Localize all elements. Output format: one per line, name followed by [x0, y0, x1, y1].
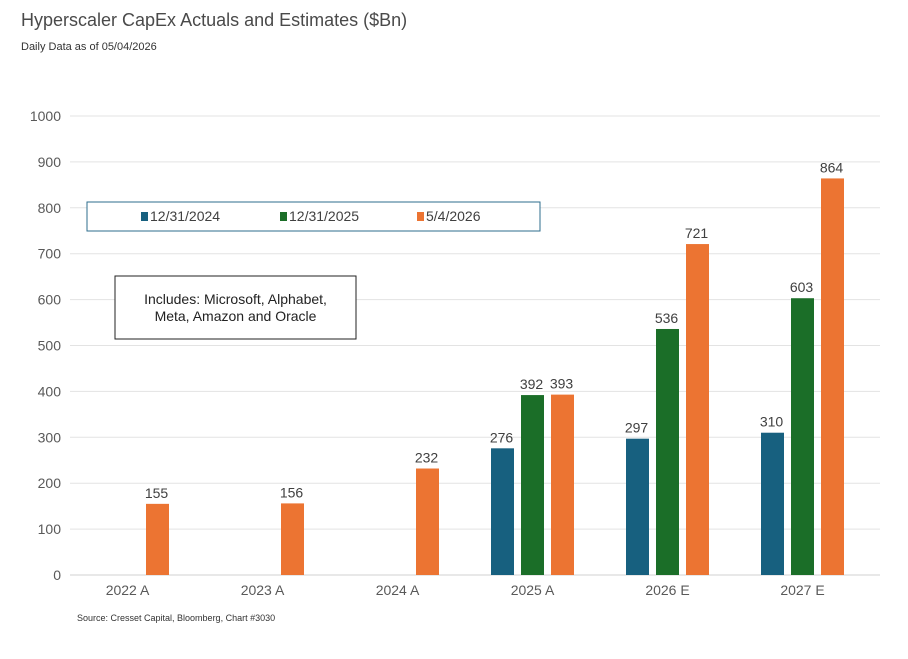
y-tick-label: 300 [38, 429, 62, 445]
bar [761, 432, 784, 575]
y-axis: 0 100 200 300 400 500 600 700 800 900 1000 [30, 108, 61, 583]
data-label: 232 [415, 450, 439, 466]
note-box: Includes: Microsoft, Alphabet, Meta, Ama… [114, 275, 357, 340]
source-note: Source: Cresset Capital, Bloomberg, Char… [77, 613, 276, 623]
bar [551, 394, 574, 575]
legend-swatch [417, 212, 424, 221]
data-label: 603 [790, 279, 814, 295]
x-tick-label: 2025 A [511, 582, 555, 598]
x-tick-label: 2024 A [376, 582, 420, 598]
chart-title: Hyperscaler CapEx Actuals and Estimates … [21, 10, 408, 30]
data-label: 536 [655, 310, 679, 326]
bar [491, 448, 514, 575]
y-tick-label: 600 [38, 292, 62, 308]
data-label: 297 [625, 420, 649, 436]
x-tick-label: 2022 A [106, 582, 150, 598]
y-tick-label: 800 [38, 200, 62, 216]
data-label: 156 [280, 484, 304, 500]
data-label: 155 [145, 485, 169, 501]
data-label: 392 [520, 376, 544, 392]
bar [821, 178, 844, 575]
bar [521, 395, 544, 575]
chart-subtitle: Daily Data as of 05/04/2026 [21, 41, 157, 53]
data-label: 393 [550, 376, 574, 392]
data-label: 721 [685, 225, 709, 241]
bar [686, 244, 709, 575]
bars: 155 156 232 276 392 393 297 536 721 310 603 864 [145, 159, 844, 575]
legend: 12/31/2024 12/31/2025 5/4/2026 [86, 201, 541, 232]
bar [281, 503, 304, 575]
legend-label: 12/31/2024 [150, 208, 220, 224]
y-tick-label: 1000 [30, 108, 61, 124]
y-tick-label: 100 [38, 521, 62, 537]
x-tick-label: 2027 E [780, 582, 824, 598]
bar [416, 468, 439, 575]
y-tick-label: 900 [38, 154, 62, 170]
bar [656, 328, 679, 575]
y-tick-label: 700 [38, 246, 62, 262]
legend-swatch [141, 212, 148, 221]
note-border [114, 275, 357, 340]
y-tick-label: 500 [38, 338, 62, 354]
note-line-2: Meta, Amazon and Oracle [155, 308, 317, 324]
legend-box [86, 201, 541, 232]
y-tick-label: 400 [38, 383, 62, 399]
y-tick-label: 0 [53, 567, 61, 583]
data-label: 864 [820, 159, 844, 175]
legend-swatch [280, 212, 287, 221]
legend-label: 12/31/2025 [289, 208, 359, 224]
bar [146, 503, 169, 575]
bar [791, 298, 814, 575]
x-tick-label: 2023 A [241, 582, 285, 598]
x-axis: 2022 A 2023 A 2024 A 2025 A 2026 E 2027 E [106, 582, 825, 598]
note-line-1: Includes: Microsoft, Alphabet, [144, 291, 327, 307]
gridlines [70, 115, 880, 576]
bar [626, 438, 649, 575]
data-label: 310 [760, 414, 784, 430]
legend-label: 5/4/2026 [426, 208, 481, 224]
x-tick-label: 2026 E [645, 582, 689, 598]
y-tick-label: 200 [38, 475, 62, 491]
data-label: 276 [490, 429, 514, 445]
